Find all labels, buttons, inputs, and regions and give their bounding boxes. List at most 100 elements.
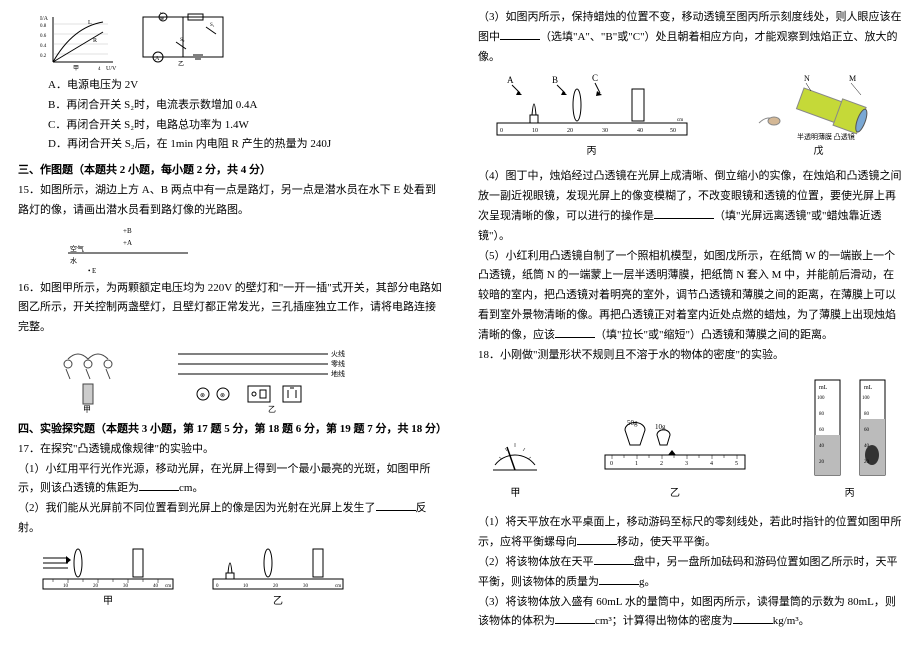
- svg-text:地线: 地线: [331, 369, 345, 378]
- svg-text:100: 100: [817, 396, 825, 401]
- q17-4: （4）图丁中，烛焰经过凸透镜在光屏上成清晰、倒立缩小的实像，在烛焰和凸透镜之间放…: [478, 167, 902, 246]
- section-4-heading: 四、实验探究题（本题共 3 小题，第 17 题 5 分，第 18 题 6 分，第…: [18, 420, 442, 440]
- svg-text:20: 20: [567, 128, 573, 134]
- caption-yi2: 乙: [670, 485, 680, 503]
- svg-text:L: L: [160, 12, 163, 16]
- svg-text:50: 50: [670, 128, 676, 134]
- svg-text:0: 0: [216, 584, 219, 589]
- svg-text:5: 5: [735, 461, 738, 467]
- svg-text:⊗: ⊗: [220, 393, 225, 399]
- q18-2: （2）将该物体放在天平盘中，另一盘所加砝码和游码位置如图乙所示时，天平平衡，则该…: [478, 553, 902, 593]
- svg-text:3: 3: [685, 461, 688, 467]
- caption-jia2: 甲: [510, 485, 520, 503]
- caption-wu: 戊: [814, 143, 824, 161]
- q17-text: 17．在探究"凸透镜成像规律"的实验中。: [18, 440, 442, 460]
- caption-bing: 丙: [587, 143, 597, 161]
- svg-text:30: 30: [602, 128, 608, 134]
- caption-bing2: 丙: [845, 485, 855, 503]
- left-column: I/A U/V 0.8 0.6 0.4 0.2 L R 4 甲 ⊗ L R: [0, 0, 460, 651]
- svg-text:30: 30: [303, 584, 309, 589]
- q17-2: （2）我们能从光屏前不同位置看到光屏上的像是因为光射在光屏上发生了反射。: [18, 499, 442, 539]
- svg-text:+B: +B: [123, 227, 132, 235]
- svg-text:A: A: [507, 75, 514, 85]
- right-column: （3）如图丙所示，保持蜡烛的位置不变，移动透镜至图丙所示刻度线处，则人眼应该在图…: [460, 0, 920, 651]
- svg-text:乙: 乙: [178, 61, 184, 67]
- svg-text:U/V: U/V: [106, 66, 117, 72]
- svg-text:L: L: [88, 20, 92, 26]
- option-a: A．电源电压为 2V: [48, 76, 442, 96]
- svg-text:50g: 50g: [627, 419, 638, 427]
- q16-text: 16．如图甲所示，为两颗额定电压均为 220V 的壁灯和"一开一插"式开关，其部…: [18, 279, 442, 338]
- circuit-diagram: ⊗ L R S₁ S₂ A 乙: [138, 12, 228, 67]
- optical-bench-3: A B C 0 10 20 30 40 50 cm: [492, 73, 692, 143]
- wiring-diagram: 火线 零线 地线 ⊗ ⊗ 乙: [178, 344, 358, 414]
- svg-text:半透明薄膜 凸透镜: 半透明薄膜 凸透镜: [797, 132, 855, 141]
- svg-text:10g: 10g: [655, 423, 666, 431]
- q17-3: （3）如图丙所示，保持蜡烛的位置不变，移动透镜至图丙所示刻度线处，则人眼应该在图…: [478, 8, 902, 67]
- camera-model-icon: N M 半透明薄膜 凸透镜: [749, 73, 889, 143]
- svg-text:甲: 甲: [73, 65, 79, 72]
- caption-yi: 乙: [273, 593, 283, 611]
- svg-text:40: 40: [864, 444, 870, 449]
- svg-text:80: 80: [819, 412, 825, 417]
- svg-text:mL: mL: [864, 385, 873, 391]
- svg-text:30: 30: [123, 584, 129, 589]
- svg-text:20: 20: [819, 460, 825, 465]
- svg-text:40: 40: [153, 584, 159, 589]
- svg-text:⊗: ⊗: [200, 393, 205, 399]
- q15-text: 15．如图所示，湖边上方 A、B 两点中有一点是路灯，另一点是潜水员在水下 E …: [18, 181, 442, 221]
- svg-text:⊗: ⊗: [160, 16, 164, 22]
- svg-text:0: 0: [610, 461, 613, 467]
- section-3-heading: 三、作图题（本题共 2 小题，每小题 2 分，共 4 分）: [18, 161, 442, 181]
- svg-text:M: M: [849, 74, 856, 83]
- svg-text:0: 0: [500, 128, 503, 134]
- q18-text: 18．小刚做"测量形状不规则且不溶于水的物体的密度"的实验。: [478, 346, 902, 366]
- q17-1: （1）小红用平行光作光源，移动光屏，在光屏上得到一个最小最亮的光斑，如图甲所示，…: [18, 460, 442, 500]
- weights-scale-icon: 50g 10g 0 1 2 3 4 5: [600, 415, 750, 485]
- svg-text:cm: cm: [165, 584, 171, 589]
- svg-text:甲: 甲: [83, 405, 91, 414]
- svg-text:0.4: 0.4: [40, 44, 47, 49]
- svg-text:cm: cm: [677, 118, 683, 123]
- q15-figure: +B +A 空气 水 • E: [68, 225, 188, 275]
- iv-graph: I/A U/V 0.8 0.6 0.4 0.2 L R 4 甲: [38, 12, 118, 72]
- svg-text:0.8: 0.8: [40, 24, 47, 29]
- option-c: C．再闭合开关 S₂时，电路总功率为 1.4W: [48, 116, 442, 136]
- option-b: B．再闭合开关 S₂时，电流表示数增加 0.4A: [48, 96, 442, 116]
- balance-dial-icon: [485, 415, 545, 485]
- svg-text:乙: 乙: [268, 405, 276, 414]
- svg-text:I/A: I/A: [40, 16, 49, 22]
- svg-text:20: 20: [273, 584, 279, 589]
- q18-figures: 甲 50g 10g 0 1 2 3 4 5: [478, 375, 902, 503]
- svg-text:水: 水: [70, 256, 77, 265]
- q18-1: （1）将天平放在水平桌面上，移动游码至标尺的零刻线处，若此时指针的位置如图甲所示…: [478, 513, 902, 553]
- q16-figure: 甲 火线 零线 地线 ⊗ ⊗ 乙: [48, 344, 442, 414]
- svg-text:R: R: [93, 38, 97, 44]
- svg-text:4: 4: [98, 67, 101, 72]
- caption-jia: 甲: [103, 593, 113, 611]
- svg-text:10: 10: [63, 584, 69, 589]
- q14-figures: I/A U/V 0.8 0.6 0.4 0.2 L R 4 甲 ⊗ L R: [38, 12, 442, 72]
- svg-text:80: 80: [864, 412, 870, 417]
- svg-text:空气: 空气: [70, 244, 84, 253]
- q17-figures: 10 20 30 40 cm 甲: [38, 543, 442, 611]
- wall-lamp-icon: 甲: [48, 344, 138, 414]
- svg-text:40: 40: [819, 444, 825, 449]
- svg-text:1: 1: [635, 461, 638, 467]
- svg-text:10: 10: [243, 584, 249, 589]
- svg-text:4: 4: [710, 461, 713, 467]
- svg-text:B: B: [552, 75, 558, 85]
- svg-text:100: 100: [862, 396, 870, 401]
- q17-fig-row: A B C 0 10 20 30 40 50 cm: [478, 73, 902, 161]
- svg-text:A: A: [155, 56, 160, 62]
- svg-text:火线: 火线: [331, 349, 345, 358]
- svg-text:S₁: S₁: [210, 23, 215, 28]
- svg-text:60: 60: [819, 428, 825, 433]
- svg-text:cm: cm: [335, 584, 341, 589]
- optical-bench-2: 0 10 20 30 cm: [208, 543, 348, 593]
- svg-text:•: •: [88, 267, 91, 275]
- graduated-cylinders-icon: mL 100 80 60 40 20 mL 100 80 60 40 20: [805, 375, 895, 485]
- svg-text:+A: +A: [123, 239, 132, 247]
- svg-text:N: N: [804, 74, 810, 83]
- option-d: D．再闭合开关 S₂后，在 1min 内电阻 R 产生的热量为 240J: [48, 135, 442, 155]
